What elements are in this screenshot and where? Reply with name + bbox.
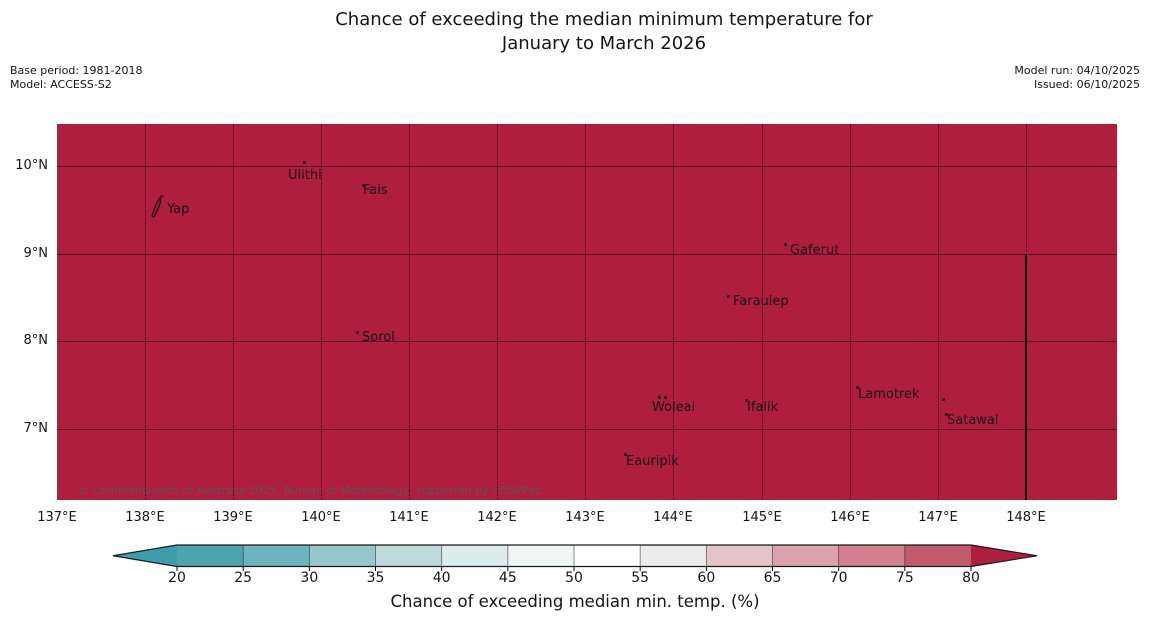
lon-tick-label-148E: 148°E	[1006, 510, 1046, 525]
colorbar-segment-70-75	[838, 545, 906, 567]
colorbar-segment-40-45	[441, 545, 509, 567]
colorbar-tick-label-75: 75	[895, 570, 914, 586]
island-label-yap: Yap	[167, 202, 190, 217]
colorbar-segment-75-80	[904, 545, 972, 567]
island-marker-eauripik	[624, 453, 627, 456]
lon-gridline-141E	[409, 124, 410, 500]
colorbar-tick-label-25: 25	[234, 570, 253, 586]
colorbar-segment-50-55	[574, 545, 641, 567]
lon-gridline-144E	[673, 124, 674, 500]
colorbar-outline	[112, 544, 1038, 568]
lat-tick-label-9N: 9°N	[23, 246, 49, 261]
map-canvas: © Commonwealth of Australia 2025, Bureau…	[57, 124, 1117, 500]
colorbar-segment-20-25	[177, 545, 244, 567]
lon-tick-label-143E: 143°E	[565, 510, 605, 525]
colorbar-tick-label-80: 80	[962, 570, 980, 586]
lon-gridline-146E	[850, 124, 851, 500]
colorbar-segment-60-65	[706, 545, 773, 567]
lat-tick-label-10N: 10°N	[15, 158, 48, 173]
lon-tick-label-144E: 144°E	[653, 510, 693, 525]
meta-right: Model run: 04/10/2025 Issued: 06/10/2025	[1014, 64, 1140, 91]
lon-gridline-147E	[938, 124, 939, 500]
island-marker-woleai	[658, 396, 661, 399]
island-label-sorol: Sorol	[362, 330, 395, 345]
island-marker-woleai-1	[664, 396, 667, 399]
base-period-text: Base period: 1981-2018	[10, 64, 143, 77]
copyright-text: © Commonwealth of Australia 2025, Bureau…	[78, 484, 542, 497]
lon-gridline-140E	[321, 124, 322, 500]
lat-tick-label-7N: 7°N	[23, 421, 49, 436]
island-label-eauripik: Eauripik	[626, 454, 679, 469]
lon-gridline-142E	[497, 124, 498, 500]
lat-gridline-7N	[57, 429, 1117, 430]
island-marker-sorol	[356, 331, 359, 334]
lon-tick-label-145E: 145°E	[742, 510, 782, 525]
island-marker-ulithi	[303, 161, 306, 164]
colorbar-tick-label-40: 40	[432, 570, 451, 586]
colorbar-tick-label-55: 55	[631, 570, 650, 586]
lon-tick-label-137E: 137°E	[37, 510, 77, 525]
lon-tick-label-140E: 140°E	[301, 510, 341, 525]
yap-island-outline-icon	[149, 194, 166, 221]
lon-gridline-139E	[233, 124, 234, 500]
colorbar-segment-45-50	[507, 545, 575, 567]
lat-gridline-10N	[57, 166, 1117, 167]
island-marker-satawal	[945, 413, 948, 416]
state-boundary-line	[1025, 254, 1027, 500]
lon-tick-label-142E: 142°E	[477, 510, 517, 525]
lon-tick-label-141E: 141°E	[389, 510, 429, 525]
island-marker-lamotrek	[856, 386, 859, 389]
colorbar-left-arrow	[113, 545, 177, 567]
colorbar-tick-label-45: 45	[498, 570, 517, 586]
colorbar-tick-label-30: 30	[300, 570, 319, 586]
title-line-1: Chance of exceeding the median minimum t…	[335, 9, 873, 30]
island-marker-faraulep	[727, 295, 730, 298]
meta-left: Base period: 1981-2018 Model: ACCESS-S2	[10, 64, 142, 91]
island-label-fais: Fais	[363, 183, 388, 198]
island-label-ulithi: Ulithi	[288, 168, 322, 183]
lon-gridline-138E	[145, 124, 146, 500]
colorbar-right-arrow	[971, 545, 1037, 567]
colorbar-svg	[112, 544, 1038, 571]
lat-gridline-8N	[57, 341, 1117, 342]
island-label-gaferut: Gaferut	[790, 243, 840, 258]
island-marker-ifalik	[745, 399, 748, 402]
island-label-satawal: Satawal	[947, 413, 999, 428]
colorbar-label: Chance of exceeding median min. temp. (%…	[390, 592, 760, 611]
colorbar-tick-label-35: 35	[366, 570, 385, 586]
island-label-lamotrek: Lamotrek	[858, 387, 920, 402]
island-marker-lamotrek-1	[942, 398, 945, 401]
lon-tick-label-139E: 139°E	[213, 510, 253, 525]
colorbar-segment-30-35	[309, 545, 376, 567]
island-label-ifalik: Ifalik	[747, 400, 779, 415]
island-label-woleai: Woleai	[652, 400, 696, 415]
lon-gridline-143E	[585, 124, 586, 500]
colorbar-segment-55-60	[640, 545, 707, 567]
colorbar-tick-label-20: 20	[168, 570, 186, 586]
colorbar-segment-35-40	[375, 545, 443, 567]
lon-tick-label-138E: 138°E	[125, 510, 165, 525]
island-marker-fais	[362, 184, 365, 187]
colorbar-tick-label-65: 65	[763, 570, 782, 586]
colorbar	[100, 540, 1050, 576]
title-line-2: January to March 2026	[501, 33, 707, 54]
colorbar-segment-25-30	[243, 545, 310, 567]
lat-gridline-9N	[57, 254, 1117, 255]
island-label-faraulep: Faraulep	[733, 294, 789, 309]
colorbar-tick-label-50: 50	[565, 570, 583, 586]
figure-title: Chance of exceeding the median minimum t…	[58, 8, 1150, 56]
colorbar-tick-label-70: 70	[829, 570, 848, 586]
lat-tick-label-8N: 8°N	[23, 333, 49, 348]
issued-text: Issued: 06/10/2025	[1033, 77, 1140, 91]
colorbar-segment-65-70	[772, 545, 840, 567]
lon-tick-label-146E: 146°E	[830, 510, 870, 525]
model-run-text: Model run: 04/10/2025	[1014, 64, 1140, 77]
lon-gridline-145E	[762, 124, 763, 500]
lon-tick-label-147E: 147°E	[918, 510, 958, 525]
model-text: Model: ACCESS-S2	[10, 77, 112, 91]
colorbar-tick-label-60: 60	[697, 570, 716, 586]
island-marker-gaferut	[784, 243, 787, 246]
